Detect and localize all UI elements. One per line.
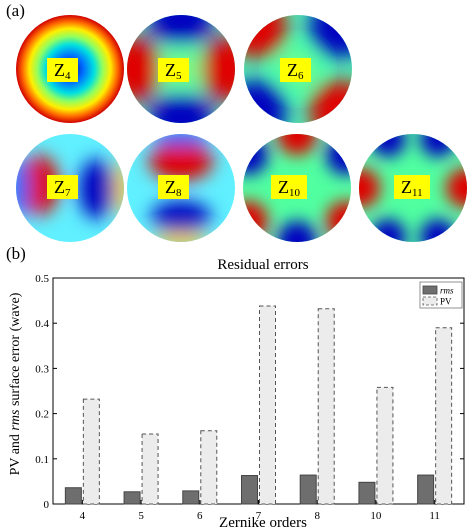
rms-bar (182, 490, 200, 505)
PV-bar (259, 305, 276, 505)
legend-swatch-rms (422, 285, 438, 295)
residual-errors-chart: Residual errors Zernike orders PV and rm… (8, 257, 465, 531)
x-tick-label: 8 (314, 510, 320, 522)
rms-bar (299, 474, 317, 505)
plot-frame (52, 277, 465, 505)
zernike-map-z7 (15, 133, 125, 243)
y-axis-label: PV and rms surface error (wave) (8, 292, 23, 475)
y-tick-label: 0.2 (35, 409, 49, 421)
mode-label-z5: Z5 (158, 58, 189, 82)
legend-label-rms: rms (440, 286, 454, 296)
PV-bar (141, 433, 159, 505)
rms-bar (241, 475, 258, 505)
legend-swatch-PV (422, 296, 438, 306)
PV-bar (82, 398, 100, 505)
panel-label-a: (a) (6, 1, 25, 20)
x-tick-label: 5 (138, 510, 144, 522)
PV-bar (435, 327, 453, 505)
rms-bar (123, 491, 141, 505)
PV-bar (376, 386, 394, 505)
rms-bar (417, 474, 435, 505)
chart-title: Residual errors (217, 257, 308, 273)
mode-label-z7: Z7 (47, 175, 78, 199)
y-tick-label: 0 (44, 499, 50, 511)
x-tick-label: 4 (80, 510, 86, 522)
mode-label-z8: Z8 (158, 175, 189, 199)
legend-label-PV: PV (440, 297, 452, 307)
zernike-map-z6 (243, 14, 353, 124)
rms-bar (64, 487, 82, 505)
x-tick-label: 11 (429, 510, 440, 522)
PV-bar (200, 430, 218, 505)
mode-label-z11: Z11 (394, 175, 430, 199)
rms-bar (358, 481, 376, 505)
mode-label-z4: Z4 (47, 58, 78, 82)
y-tick-label: 0.5 (35, 273, 49, 285)
x-tick-label: 10 (370, 510, 382, 522)
mode-label-z10: Z10 (271, 175, 307, 199)
y-tick-label: 0.1 (35, 454, 49, 466)
x-axis-label: Zernike orders (219, 515, 307, 531)
y-tick-label: 0.4 (35, 318, 49, 330)
x-tick-label: 6 (197, 510, 203, 522)
panel-label-b: (b) (6, 244, 26, 263)
x-tick-label: 7 (256, 510, 262, 522)
mode-label-z6: Z6 (280, 58, 311, 82)
y-tick-label: 0.3 (35, 363, 49, 375)
PV-bar (317, 308, 335, 505)
